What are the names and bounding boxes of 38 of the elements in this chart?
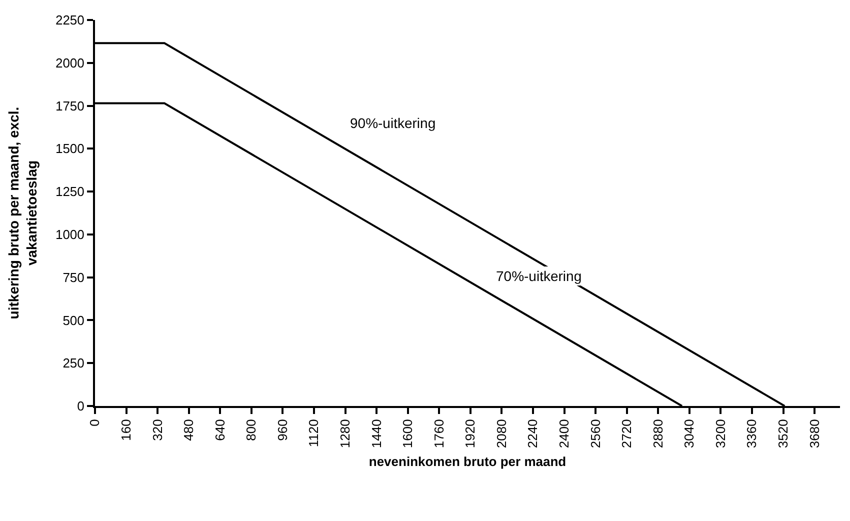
y-tick-label: 750 <box>62 270 84 285</box>
x-tick-label: 0 <box>87 419 102 426</box>
x-tick-label: 2720 <box>619 419 634 448</box>
y-tick-label: 2000 <box>55 55 84 70</box>
y-tick-label: 250 <box>62 356 84 371</box>
y-tick-label: 500 <box>62 312 84 328</box>
x-tick-label: 320 <box>150 419 165 441</box>
x-tick-label: 3360 <box>744 419 760 448</box>
y-axis-title: uitkering bruto per maand, excl. vakantietoeslag <box>5 106 40 320</box>
x-tick-label: 960 <box>274 419 290 441</box>
x-tick-label: 640 <box>212 419 228 441</box>
x-tick-label: 2560 <box>588 419 603 448</box>
x-tick-label: 1280 <box>338 419 353 448</box>
y-tick-label: 2250 <box>55 12 84 28</box>
annotation: 90%-uitkering <box>350 115 436 131</box>
x-tick-label: 3520 <box>776 419 791 448</box>
x-tick-label: 800 <box>244 419 259 441</box>
x-axis-title: neveninkomen bruto per maand <box>368 454 566 470</box>
x-tick-label: 3200 <box>712 419 728 448</box>
y-tick-label: 0 <box>77 398 84 414</box>
y-tick-label: 1250 <box>55 184 84 200</box>
x-tick-label: 2400 <box>556 419 572 448</box>
x-tick-label: 2240 <box>525 419 540 448</box>
x-tick-label: 2880 <box>650 419 666 448</box>
x-tick-label: 1120 <box>306 419 322 448</box>
x-tick-label: 1440 <box>368 419 384 448</box>
y-tick-label: 1000 <box>55 226 84 242</box>
x-tick-label: 3680 <box>806 419 822 448</box>
x-tick-label: 1920 <box>462 419 478 448</box>
x-tick-label: 3040 <box>682 419 697 448</box>
x-tick-label: 1760 <box>431 419 446 448</box>
x-tick-label: 480 <box>181 419 196 441</box>
x-tick-label: 2080 <box>494 419 509 448</box>
x-tick-label: 160 <box>118 419 134 441</box>
y-tick-label: 1500 <box>55 141 84 156</box>
y-tick-label: 1750 <box>55 98 84 114</box>
x-tick-label: 1600 <box>400 419 416 448</box>
annotation: 70%-uitkering <box>496 268 582 284</box>
